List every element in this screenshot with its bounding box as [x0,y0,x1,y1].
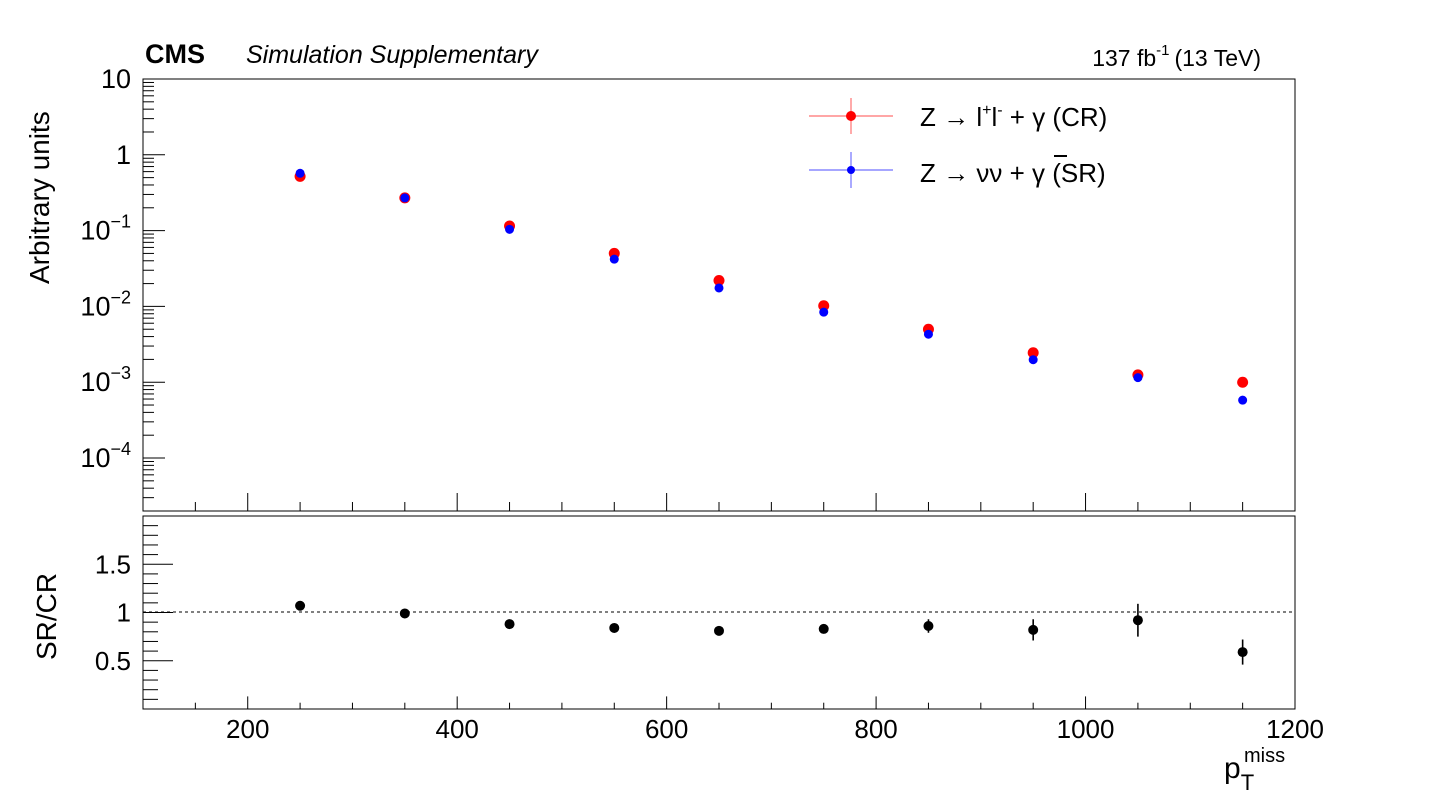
legend-label-cr: Z → l+l- + γ (CR) [920,102,1107,132]
sr-data-point [714,283,724,293]
x-axis-title-sub: T [1241,770,1254,794]
legend-sr-prefix: Z → νν [920,158,1002,188]
sr-data-point [819,307,829,317]
sr-data-point [1028,355,1038,365]
ratio-data-point [923,621,934,632]
main-x-axis [194,493,1296,511]
x-tick-label: 400 [435,714,478,744]
ratio-data-point [1028,624,1039,635]
ratio-data-point [504,619,515,630]
ratio-y-axis: 1.5 1 0.5 [95,525,173,700]
cr-data-point [818,300,830,312]
legend-entry-sr: Z → νν + γ (SR) [809,152,1106,188]
main-y-tick-label: 10 [101,64,131,94]
ratio-y-axis-title: SR/CR [31,573,62,660]
main-y-tick-label-base: 1 [116,140,131,170]
x-tick-label: 200 [226,714,269,744]
cr-data-point [1027,347,1039,359]
main-y-tick-label-exp: −3 [110,363,131,383]
sr-data-point [295,168,305,178]
x-axis-title: pT [1224,752,1254,794]
sr-data-point [1133,373,1143,383]
ratio-y-tick-label: 1 [117,598,131,628]
sr-data-point [505,224,515,234]
lumi-exponent: -1 [1156,42,1169,59]
legend-marker-sr [847,166,855,174]
main-y-tick-label-base: 10 [80,291,110,321]
experiment-label: CMS [145,39,205,69]
sr-data-point [400,193,410,203]
cr-data-point [713,274,725,286]
sr-data-point [609,254,619,264]
main-y-tick-label-exp: −4 [110,439,131,459]
main-y-axis-title: Arbitrary units [24,111,55,284]
ratio-data-points [295,600,1248,665]
x-axis-title-sup: miss [1244,745,1285,767]
legend: Z → l+l- + γ (CR) Z → νν + γ (SR) [809,98,1107,188]
sr-data-point [923,329,933,339]
sr-data-point [1238,395,1248,405]
ratio-data-point [295,600,306,611]
ratio-x-axis: 200 400 600 800 1000 1200 [194,696,1324,744]
ratio-data-point [1237,647,1248,658]
x-tick-label: 600 [645,714,688,744]
legend-cr-suffix: + γ (CR) [1003,102,1108,132]
legend-cr-sup1: + [982,102,991,119]
ratio-y-tick-label: 1.5 [95,549,131,579]
lumi-energy: (13 TeV) [1174,45,1261,71]
main-plot-frame [142,78,1296,512]
main-y-tick-label: 1 [116,140,131,170]
luminosity-label: 137 fb-1 (13 TeV) [1092,42,1261,71]
ratio-y-tick-label: 0.5 [95,646,131,676]
legend-marker-cr [846,111,856,121]
legend-cr-mid: l [991,102,997,132]
legend-label-sr: Z → νν + γ (SR) [920,158,1106,188]
main-y-tick-label: 10−3 [80,363,131,397]
main-y-tick-label-exp: −2 [110,287,131,307]
main-y-tick-label-base: 10 [80,216,110,246]
ratio-data-point [818,623,829,634]
lumi-value: 137 fb [1092,45,1156,71]
main-y-tick-label: 10−1 [80,212,131,246]
x-tick-label: 800 [854,714,897,744]
ratio-data-point [714,625,724,636]
x-tick-label: 1200 [1266,714,1324,744]
main-y-tick-label-base: 10 [80,367,110,397]
main-y-tick-label-base: 10 [101,64,131,94]
main-y-tick-label-base: 10 [80,443,110,473]
legend-cr-prefix: Z → l [920,102,982,132]
main-y-tick-label: 10−4 [80,439,131,473]
main-y-tick-label-exp: −1 [110,212,131,232]
legend-entry-cr: Z → l+l- + γ (CR) [809,98,1107,134]
legend-sr-suffix: + γ (SR) [1002,158,1105,188]
x-tick-label: 1000 [1057,714,1115,744]
ratio-data-point [609,622,620,633]
ratio-data-point [1132,615,1143,626]
x-axis-title-base: p [1224,752,1241,785]
legend-cr-sup2: - [997,102,1002,119]
main-data-points [294,168,1249,405]
plot-subtitle: Simulation Supplementary [246,41,539,69]
main-y-tick-label: 10−2 [80,287,131,321]
ratio-data-point [399,608,410,619]
cr-data-point [1237,376,1249,388]
